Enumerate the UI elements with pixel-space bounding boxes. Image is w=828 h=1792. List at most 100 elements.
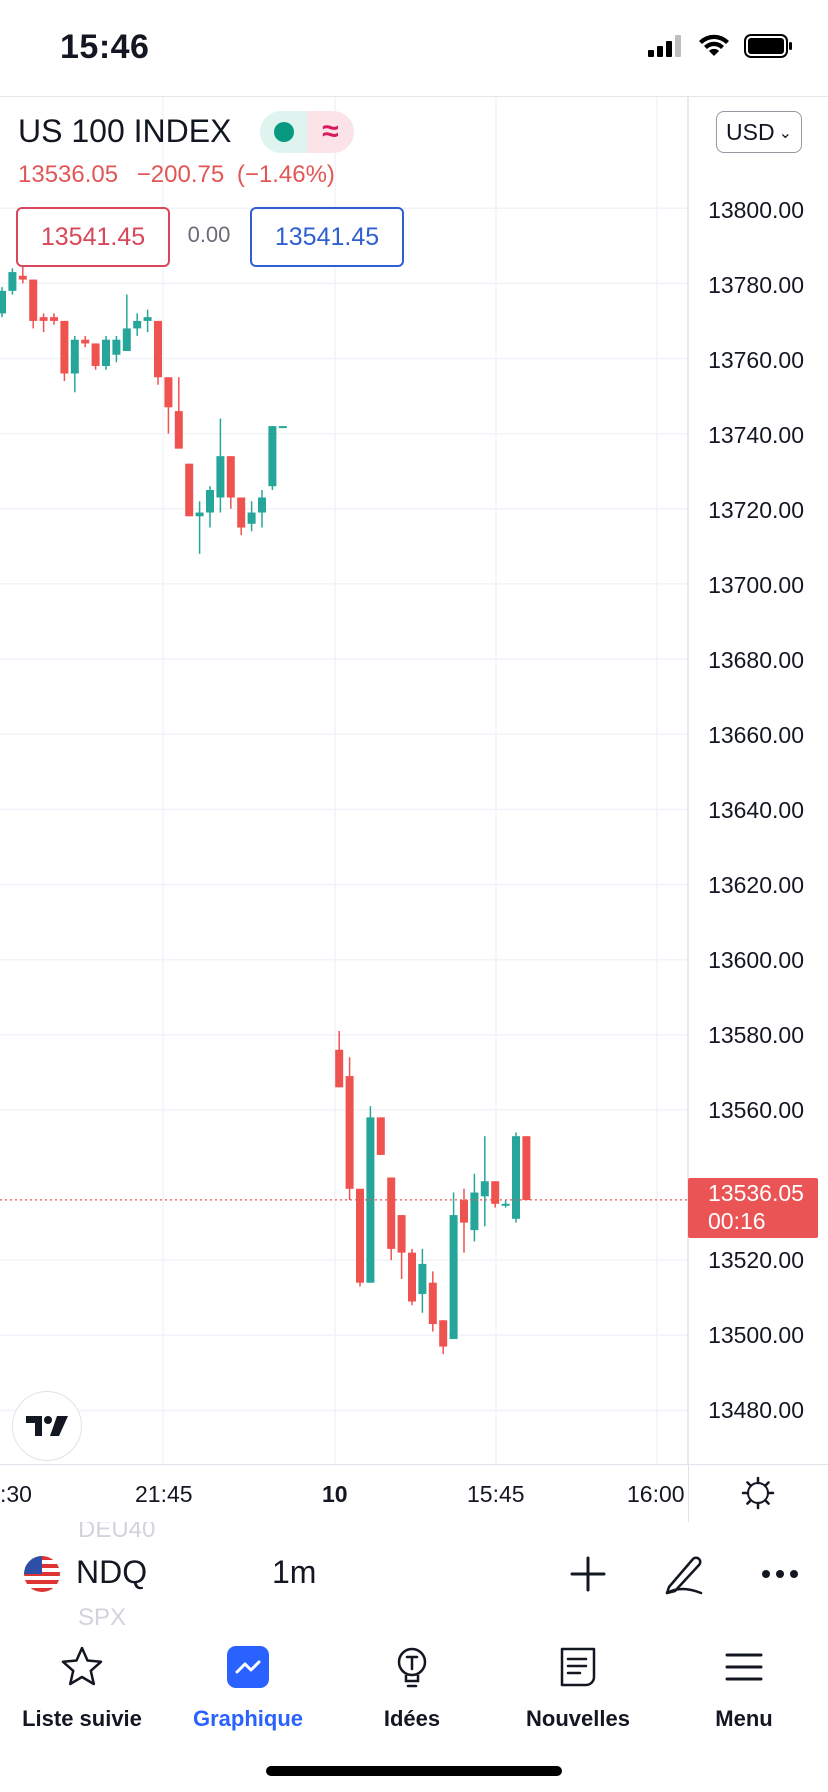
next-symbol-hint: SPX (78, 1604, 127, 1627)
candle (460, 1188, 468, 1253)
time-axis-divider (688, 1465, 689, 1523)
candle-body (418, 1263, 427, 1294)
candle (501, 1200, 510, 1208)
battery-icon (744, 34, 792, 58)
settings-icon[interactable] (740, 1475, 776, 1511)
buy-button[interactable]: 13541.45 (250, 207, 404, 267)
candle-body (345, 1076, 354, 1189)
candle (70, 335, 79, 393)
bar-countdown: 00:16 (708, 1207, 766, 1234)
currency-selector[interactable]: USD ⌄ (716, 111, 802, 153)
candle (278, 426, 287, 429)
chevron-down-icon: ⌄ (778, 125, 792, 142)
candle-body (18, 275, 27, 280)
candle (247, 501, 256, 532)
candle (39, 313, 48, 333)
chart-area[interactable]: US 100 INDEX ≈ 13536.05 −200.75 (−1.46%)… (0, 96, 828, 1465)
candle (29, 279, 38, 329)
candle-body (206, 489, 214, 513)
nav-label: Nouvelles (526, 1706, 630, 1731)
candle-body (387, 1177, 396, 1249)
symbol-selector[interactable]: NDQ (76, 1554, 148, 1590)
candle-body (216, 456, 225, 498)
candle (418, 1248, 427, 1313)
interval-selector[interactable]: 1m (272, 1554, 317, 1590)
candle-body (102, 339, 110, 366)
candle (143, 309, 152, 333)
candle-body (491, 1181, 500, 1204)
candle (237, 497, 246, 536)
nav-item-menu[interactable]: Menu (669, 1638, 819, 1738)
drawing-tools-button[interactable] (660, 1550, 708, 1598)
time-axis-label: 15:45 (467, 1481, 525, 1507)
nav-item-watchlist[interactable]: Liste suivie (7, 1638, 157, 1738)
quote-line: 13536.05 −200.75 (−1.46%) (18, 161, 335, 189)
candlestick-chart[interactable] (0, 97, 828, 1465)
news-icon (555, 1644, 601, 1690)
last-price: 13536.05 (18, 161, 119, 188)
candle (112, 335, 121, 363)
status-bar: 15:46 (0, 0, 828, 96)
candle (512, 1132, 520, 1223)
home-indicator[interactable] (266, 1766, 562, 1776)
delayed-data-icon: ≈ (307, 111, 354, 153)
chart-symbol-title[interactable]: US 100 INDEX (18, 113, 232, 149)
candle-body (356, 1188, 364, 1283)
candle (195, 501, 204, 554)
market-status-pill[interactable]: ≈ (260, 111, 354, 153)
price-axis-label: 13680.00 (708, 647, 804, 673)
candle-body (185, 463, 194, 517)
candle (154, 320, 162, 385)
candle-body (226, 456, 235, 498)
candle-body (81, 339, 90, 344)
candle-body (29, 279, 38, 321)
candle-body (164, 377, 173, 408)
sell-button[interactable]: 13541.45 (16, 207, 170, 267)
candle-body (237, 497, 246, 528)
pen-icon (665, 1556, 703, 1595)
candle (522, 1136, 531, 1201)
candle (470, 1173, 479, 1242)
candle-body (247, 512, 256, 524)
candle-body (122, 328, 131, 351)
status-icons (648, 34, 794, 58)
nav-item-ideas[interactable]: Idées (337, 1638, 487, 1738)
price-axis-label: 13480.00 (708, 1397, 804, 1423)
menu-icon (721, 1644, 767, 1690)
us-flag-icon (24, 1556, 60, 1592)
candle-body (501, 1203, 510, 1206)
candle-body (8, 272, 17, 291)
candle (226, 456, 235, 509)
candle-body (512, 1136, 520, 1219)
time-axis-label: 16:00 (627, 1481, 685, 1507)
candle-body (268, 426, 277, 487)
nav-item-chart[interactable]: Graphique (173, 1638, 323, 1738)
candle (8, 268, 17, 295)
more-icon (762, 1570, 798, 1578)
nav-label: Idées (383, 1706, 441, 1731)
candle (345, 1057, 354, 1201)
candle (216, 418, 225, 513)
candle (268, 426, 277, 490)
price-axis-label: 13520.00 (708, 1247, 804, 1273)
candle (439, 1320, 448, 1355)
more-options-button[interactable] (756, 1550, 804, 1598)
candle-body (154, 320, 162, 378)
candle (60, 320, 69, 382)
time-axis[interactable]: :30 21:45 10 15:45 16:00 (0, 1464, 828, 1524)
tradingview-logo[interactable] (12, 1391, 82, 1461)
star-icon (59, 1644, 105, 1690)
add-button[interactable] (564, 1550, 612, 1598)
candle (356, 1188, 364, 1287)
market-open-dot (273, 122, 294, 142)
candle-body (470, 1192, 479, 1231)
candle (491, 1181, 500, 1208)
candle-body (39, 317, 48, 321)
tradingview-logo-icon (26, 1416, 68, 1436)
candle (387, 1177, 396, 1261)
price-axis-label: 13800.00 (708, 197, 804, 223)
candle (428, 1271, 437, 1332)
candle-body (258, 497, 266, 513)
price-axis-label: 13640.00 (708, 797, 804, 823)
nav-item-news[interactable]: Nouvelles (503, 1638, 653, 1738)
